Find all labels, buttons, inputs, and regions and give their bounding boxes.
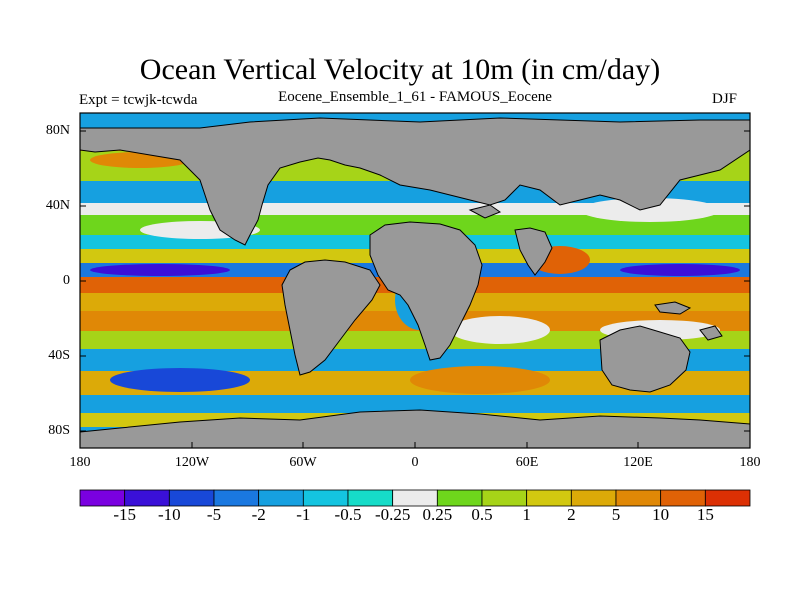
colorbar-label: 0.5	[471, 505, 493, 524]
colorbar-swatch	[436, 489, 483, 507]
colorbar-label: -0.5	[334, 505, 362, 524]
colorbar-label: -2	[251, 505, 266, 524]
colorbar	[79, 489, 751, 507]
colorbar-swatch	[347, 489, 394, 507]
lat-label-40s: 40S	[48, 348, 70, 363]
figure-title: Ocean Vertical Velocity at 10m (in cm/da…	[139, 53, 661, 86]
colorbar-label: 1	[522, 505, 531, 524]
experiment-label: Expt = tcwjk-tcwda	[79, 92, 198, 108]
colorbar-swatch	[570, 489, 617, 507]
colorbar-swatch	[168, 489, 215, 507]
lat-label-80n: 80N	[45, 123, 70, 138]
lon-ticks	[79, 442, 751, 448]
colorbar-swatch	[392, 489, 438, 507]
colorbar-label: 0.25	[422, 505, 453, 524]
colorbar-swatch	[124, 489, 170, 507]
lon-label-180w: 180	[69, 455, 91, 470]
lon-label-120w: 120W	[174, 455, 210, 470]
lon-label-120e: 120E	[623, 455, 653, 470]
colorbar-label: 10	[652, 505, 670, 524]
colorbar-label: -10	[157, 505, 181, 524]
season-label: DJF	[712, 91, 738, 107]
colorbar-swatch	[213, 489, 260, 507]
colorbar-swatch	[526, 489, 572, 507]
colorbar-swatch	[704, 489, 751, 507]
colorbar-swatch	[615, 489, 662, 507]
colorbar-label: 2	[567, 505, 576, 524]
lat-ticks	[80, 130, 750, 432]
lat-label-0: 0	[63, 273, 70, 288]
colorbar-swatch	[660, 489, 706, 507]
lon-label-180e: 180	[739, 455, 761, 470]
colorbar-label: 15	[696, 505, 714, 524]
colorbar-label: 5	[611, 505, 621, 524]
colorbar-swatch	[302, 489, 349, 507]
lon-label-0: 0	[411, 455, 419, 470]
continents	[80, 117, 750, 448]
colorbar-label: -15	[113, 505, 136, 524]
colorbar-label: -0.25	[374, 505, 411, 524]
colorbar-label: -1	[296, 505, 311, 524]
lon-label-60e: 60E	[515, 455, 539, 470]
lat-label-80s: 80S	[48, 423, 70, 438]
colorbar-swatch	[481, 489, 528, 507]
colorbar-swatch	[258, 489, 304, 507]
lat-label-40n: 40N	[45, 198, 70, 213]
colorbar-swatch	[79, 489, 126, 507]
lon-label-60w: 60W	[289, 455, 317, 470]
ensemble-label: Eocene_Ensemble_1_61 - FAMOUS_Eocene	[278, 89, 552, 105]
colorbar-label: -5	[206, 505, 222, 524]
